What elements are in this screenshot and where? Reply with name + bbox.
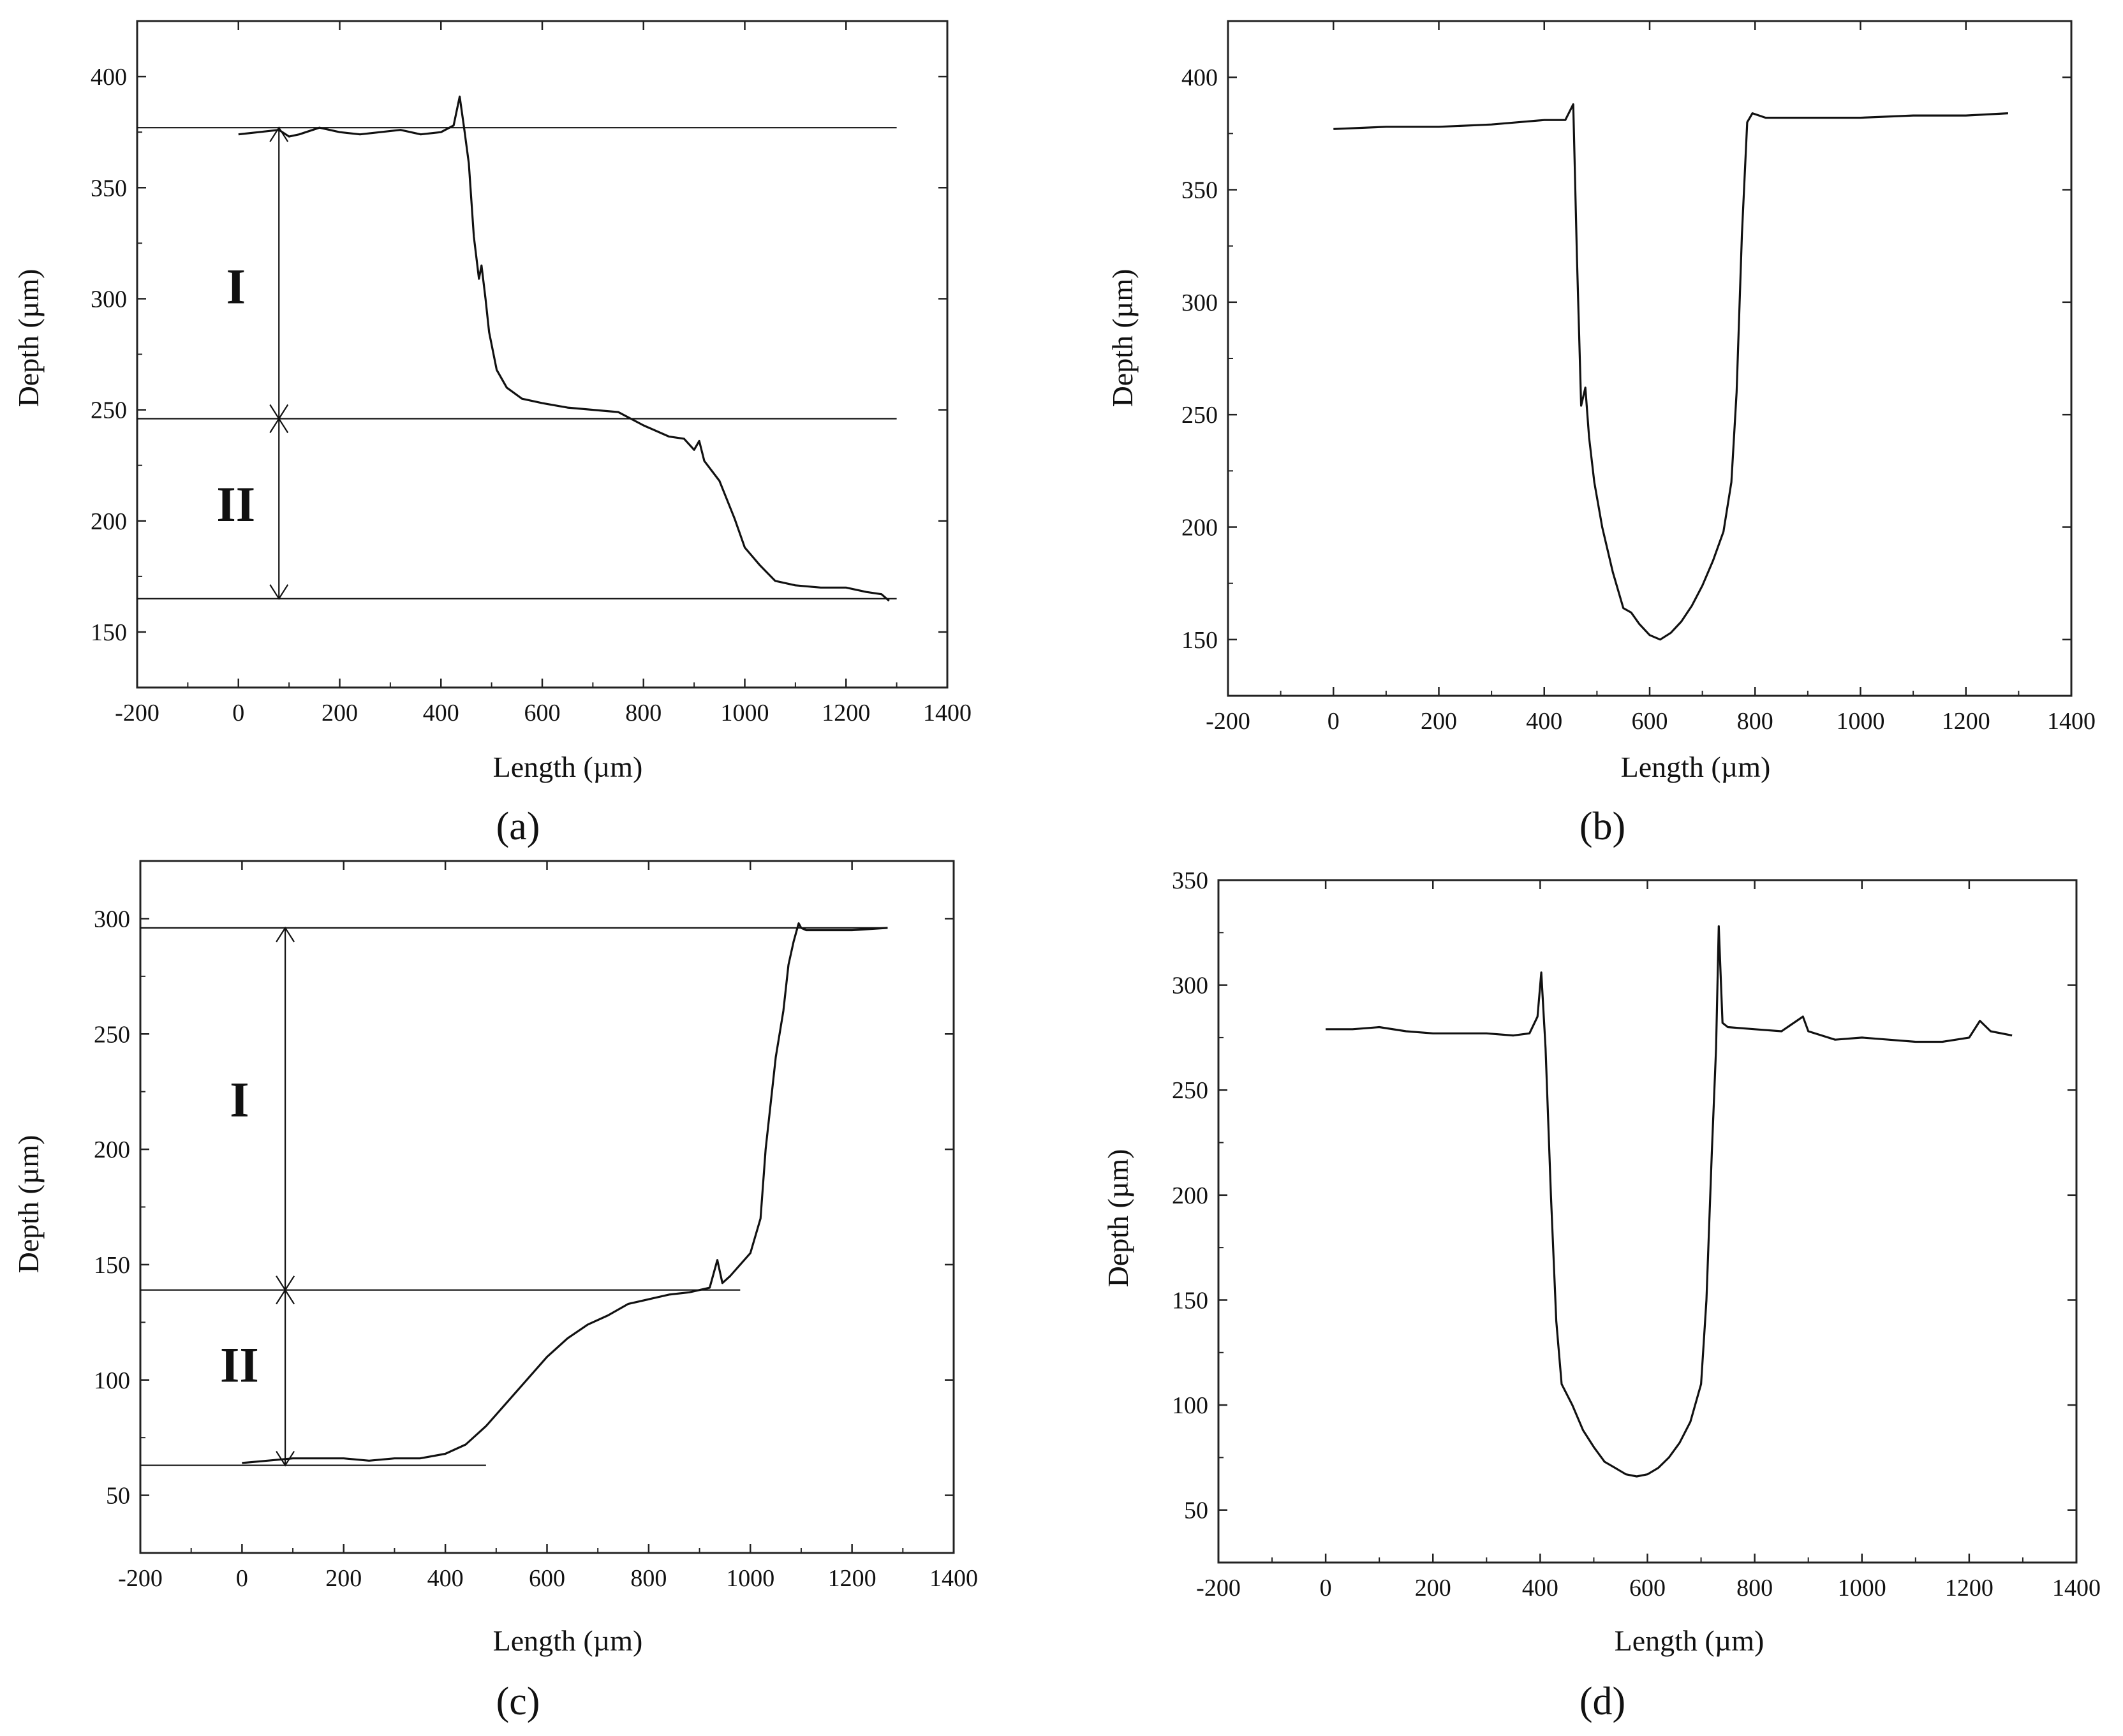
y-tick-label: 350: [1181, 177, 1218, 204]
x-tick-label: 200: [1415, 1575, 1451, 1601]
x-tick-label: 200: [1421, 708, 1457, 735]
x-tick-label: 1400: [2052, 1575, 2101, 1601]
x-tick-label: 1400: [2047, 708, 2096, 735]
y-tick-label: 300: [1181, 290, 1218, 316]
y-tick-label: 250: [94, 1021, 130, 1048]
y-tick-label: 150: [91, 619, 127, 646]
x-tick-label: 1200: [1942, 708, 1990, 735]
x-tick-label: 800: [1736, 1575, 1773, 1601]
panel-b-label: (b): [1579, 805, 1625, 848]
region-label: I: [226, 259, 246, 314]
panel-a-xlabel: Length (µm): [493, 751, 643, 783]
x-tick-label: 0: [1328, 708, 1340, 735]
y-tick-label: 50: [106, 1483, 130, 1510]
y-tick-label: 350: [91, 175, 127, 202]
x-tick-label: 1200: [1945, 1575, 1994, 1601]
panel-d-ylabel: Depth (µm): [1102, 1149, 1134, 1288]
x-tick-label: 0: [1320, 1575, 1332, 1601]
panel-a-label: (a): [496, 805, 540, 848]
y-tick-label: 300: [91, 286, 127, 313]
x-tick-label: -200: [1196, 1575, 1241, 1601]
x-tick-label: 600: [524, 700, 561, 726]
y-tick-label: 200: [1181, 515, 1218, 541]
x-tick-label: -200: [115, 700, 159, 726]
y-tick-label: 250: [1172, 1077, 1208, 1104]
panel-a-plot: -200 0 200 400 600 800 1000 1200 1400 150 200 250 30…: [91, 20, 972, 726]
x-tick-label: -200: [1206, 708, 1250, 735]
y-tick-label: 200: [91, 508, 127, 535]
panel-b-xlabel: Length (µm): [1621, 751, 1771, 783]
arrow-head: [276, 1288, 295, 1305]
x-tick-label: 400: [427, 1565, 464, 1592]
panel-a: -200 0 200 400 600 800 1000 1200 1400 150 200 250 30…: [12, 20, 972, 848]
y-tick-label: 400: [1181, 64, 1218, 91]
x-tick-label: 600: [529, 1565, 565, 1592]
y-tick-label: 100: [94, 1367, 130, 1394]
series-line-profile: [238, 95, 890, 602]
x-tick-label: 1000: [1837, 708, 1885, 735]
x-tick-label: 1000: [721, 700, 769, 726]
y-tick-label: 400: [91, 64, 127, 91]
panel-c-xlabel: Length (µm): [493, 1624, 643, 1657]
x-tick-label: 400: [1522, 1575, 1558, 1601]
x-tick-label: 800: [630, 1565, 667, 1592]
x-tick-label: 400: [423, 700, 459, 726]
panel-b-plot: -200 0 200 400 600 800 1000 1200 1400 150 200 250 30…: [1181, 20, 2096, 735]
panel-d-label: (d): [1579, 1680, 1625, 1723]
panel-c: -200 0 200 400 600 800 1000 1200 1400 50 100 150 200…: [12, 860, 978, 1723]
region-label: II: [220, 1337, 259, 1392]
x-tick-label: 200: [325, 1565, 362, 1592]
series-line-profile: [1333, 103, 2008, 641]
y-tick-label: 200: [1172, 1182, 1208, 1209]
panel-b-ylabel: Depth (µm): [1106, 269, 1139, 408]
x-tick-label: 1000: [1838, 1575, 1886, 1601]
series-line-profile: [1326, 925, 2013, 1478]
panel-c-ylabel: Depth (µm): [12, 1135, 45, 1274]
y-tick-label: 350: [1172, 867, 1208, 894]
panel-c-label: (c): [496, 1680, 540, 1723]
y-tick-label: 200: [94, 1136, 130, 1163]
y-tick-label: 300: [94, 906, 130, 932]
x-tick-label: 200: [322, 700, 358, 726]
y-tick-label: 300: [1172, 973, 1208, 999]
arrow-head: [276, 926, 295, 943]
arrow-head: [269, 126, 289, 142]
x-tick-label: 400: [1526, 708, 1562, 735]
x-tick-label: 600: [1629, 1575, 1666, 1601]
y-tick-label: 150: [1172, 1287, 1208, 1314]
x-tick-label: 1400: [929, 1565, 978, 1592]
panel-d: -200 0 200 400 600 800 1000 1200 1400 50 100 150 200…: [1102, 867, 2101, 1723]
region-label: I: [230, 1072, 249, 1128]
panel-d-plot: -200 0 200 400 600 800 1000 1200 1400 50 100 150 200…: [1172, 867, 2101, 1601]
y-tick-label: 250: [1181, 402, 1218, 429]
panel-d-xlabel: Length (µm): [1615, 1624, 1764, 1657]
panel-c-plot: -200 0 200 400 600 800 1000 1200 1400 50 100 150 200…: [94, 860, 978, 1592]
y-tick-label: 50: [1184, 1497, 1208, 1524]
x-tick-label: 0: [236, 1565, 248, 1592]
x-tick-label: 600: [1632, 708, 1668, 735]
x-tick-label: 0: [232, 700, 244, 726]
x-tick-label: 800: [1737, 708, 1773, 735]
y-tick-label: 100: [1172, 1392, 1208, 1419]
series-line-profile: [242, 922, 888, 1464]
x-tick-label: 800: [625, 700, 662, 726]
arrow-head: [269, 417, 289, 434]
x-tick-label: -200: [118, 1565, 163, 1592]
x-tick-label: 1400: [923, 700, 972, 726]
panel-b: -200 0 200 400 600 800 1000 1200 1400 150 200 250 30…: [1106, 20, 2096, 848]
y-tick-label: 150: [94, 1252, 130, 1279]
x-tick-label: 1200: [828, 1565, 877, 1592]
arrow-head: [269, 584, 289, 600]
x-tick-label: 1200: [822, 700, 870, 726]
y-tick-label: 250: [91, 397, 127, 424]
region-label: II: [216, 476, 255, 532]
arrow-head: [276, 1450, 295, 1467]
panel-a-ylabel: Depth (µm): [12, 269, 45, 408]
x-tick-label: 1000: [726, 1565, 774, 1592]
y-tick-label: 150: [1181, 627, 1218, 654]
